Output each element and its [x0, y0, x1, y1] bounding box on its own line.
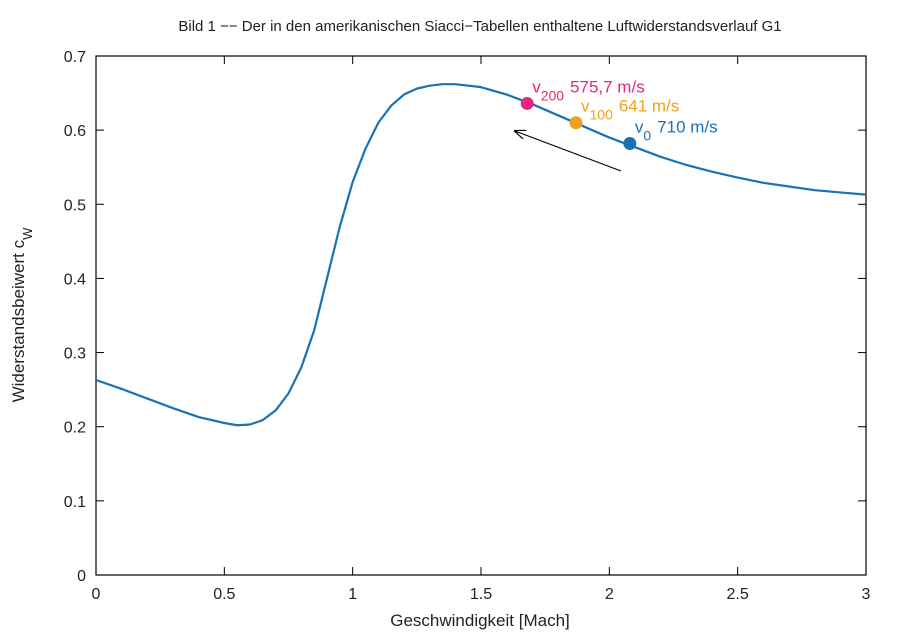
marker-speed: 710 m/s [657, 117, 717, 136]
marker-symbol: v [581, 97, 590, 116]
y-tick-label: 0.1 [64, 494, 86, 511]
marker-point [520, 96, 534, 110]
x-tick-label: 3 [862, 586, 871, 603]
y-axis-label-sub: W [20, 227, 35, 240]
marker-speed: 641 m/s [619, 97, 679, 116]
chart-title: Bild 1 −− Der in den amerikanischen Siac… [178, 18, 781, 35]
y-tick-label: 0.2 [64, 420, 86, 437]
y-tick-label: 0.6 [64, 123, 86, 140]
marker-symbol: v [635, 117, 644, 136]
x-tick-label: 0.5 [213, 586, 235, 603]
marker-point [623, 136, 637, 150]
curve [95, 83, 867, 427]
marker-subscript: 0 [643, 127, 651, 143]
x-tick-label: 2 [605, 586, 614, 603]
y-axis-label-text: Widerstandsbeiwert c [9, 239, 28, 402]
marker-label: v0 710 m/s [635, 117, 718, 143]
x-axis-label: Geschwindigkeit [Mach] [390, 611, 570, 630]
y-tick-label: 0.7 [64, 49, 86, 66]
x-tick-label: 2.5 [727, 586, 749, 603]
marker-subscript: 200 [541, 87, 565, 103]
y-tick-label: 0 [77, 568, 86, 585]
plot-frame [95, 55, 867, 576]
marker-subscript: 100 [589, 107, 613, 123]
marker-label: v100 641 m/s [581, 97, 679, 123]
direction-arrow [515, 131, 622, 172]
marker-point [569, 116, 583, 130]
x-tick-label: 1 [348, 586, 357, 603]
x-tick-label: 1.5 [470, 586, 492, 603]
y-tick-label: 0.4 [64, 271, 86, 288]
marker-label: v200 575,7 m/s [532, 77, 645, 103]
y-axis-label: Widerstandsbeiwert cW [9, 227, 35, 403]
marker-speed: 575,7 m/s [570, 77, 645, 96]
marker-symbol: v [532, 77, 541, 96]
y-tick-label: 0.3 [64, 346, 86, 363]
y-tick-label: 0.5 [64, 197, 86, 214]
x-tick-label: 0 [92, 586, 101, 603]
